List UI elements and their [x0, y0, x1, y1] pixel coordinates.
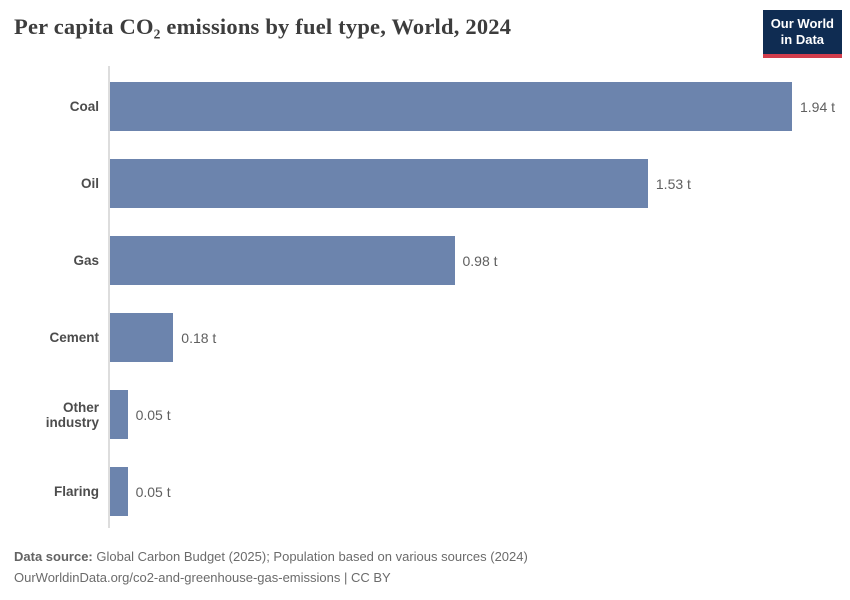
category-label: Oil [80, 176, 99, 191]
bar-chart: Coal 1.94 t Oil 1.53 t Gas 0.98 t Cement 0.18 t… [14, 66, 850, 530]
value-label: 1.94 t [800, 98, 836, 115]
value-label: 0.98 t [462, 252, 498, 269]
category-label: Other industry [45, 399, 99, 430]
chart-row: Coal 1.94 t [14, 68, 850, 145]
owid-logo-line2: in Data [780, 32, 825, 48]
bar-track: 0.05 t [108, 390, 850, 439]
plot-rows: Coal 1.94 t Oil 1.53 t Gas 0.98 t Cement 0.18 t… [14, 68, 850, 530]
bar[interactable] [110, 159, 648, 208]
bar-track: 0.98 t [108, 236, 850, 285]
category-label: Gas [73, 253, 99, 268]
y-axis-line [108, 66, 110, 528]
data-source-line: Data source: Global Carbon Budget (2025)… [14, 546, 836, 567]
value-label: 0.05 t [135, 406, 171, 423]
value-label: 0.05 t [135, 483, 171, 500]
bar[interactable] [110, 236, 455, 285]
bar[interactable] [110, 313, 174, 362]
owid-logo-line1: Our World [770, 16, 834, 31]
chart-footer: Data source: Global Carbon Budget (2025)… [14, 546, 836, 588]
bar[interactable] [110, 82, 792, 131]
bar-track: 0.18 t [108, 313, 850, 362]
chart-row: Other industry 0.05 t [14, 376, 850, 453]
owid-logo[interactable]: Our World in Data [762, 10, 842, 58]
chart-row: Gas 0.98 t [14, 222, 850, 299]
bar-track: 0.05 t [108, 467, 850, 516]
bar-track: 1.53 t [108, 159, 850, 208]
chart-row: Oil 1.53 t [14, 145, 850, 222]
bar[interactable] [110, 467, 128, 516]
bar[interactable] [110, 390, 128, 439]
chart-row: Cement 0.18 t [14, 299, 850, 376]
data-source-text: Global Carbon Budget (2025); Population … [96, 549, 528, 564]
data-source-label: Data source: [14, 549, 93, 564]
category-label: Cement [49, 330, 99, 345]
chart-row: Flaring 0.05 t [14, 453, 850, 530]
value-label: 0.18 t [181, 329, 217, 346]
category-label: Coal [69, 99, 99, 114]
citation-link[interactable]: OurWorldinData.org/co2-and-greenhouse-ga… [14, 570, 391, 585]
value-label: 1.53 t [655, 175, 691, 192]
page-title: Per capita CO₂ emissions by fuel type, W… [14, 14, 512, 39]
category-label: Flaring [53, 484, 99, 499]
bar-track: 1.94 t [108, 82, 850, 131]
